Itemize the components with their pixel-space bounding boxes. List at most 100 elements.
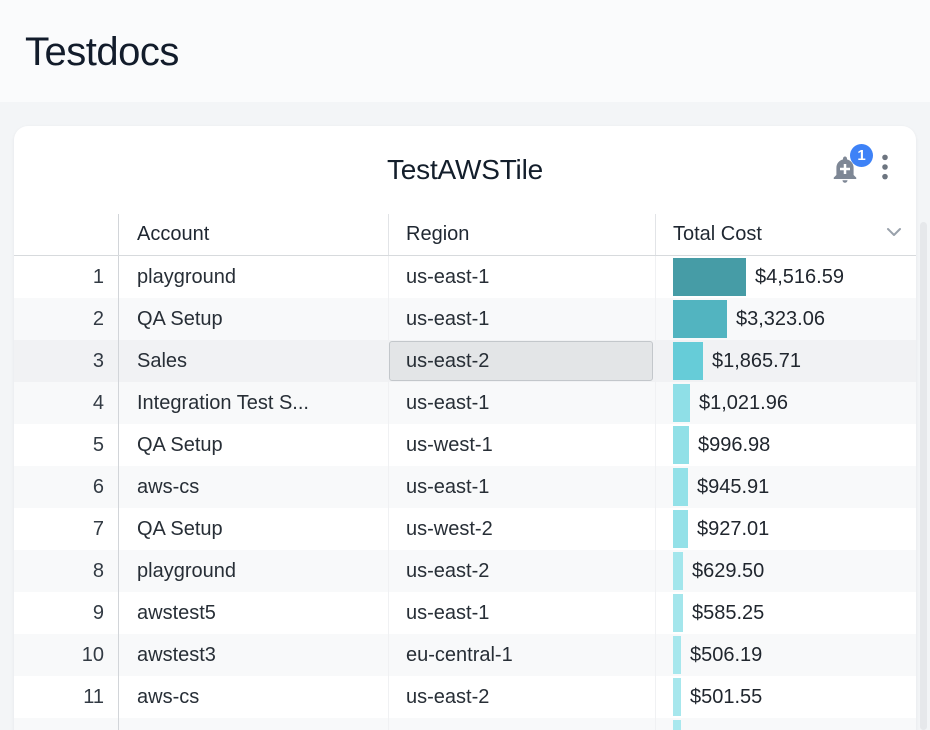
cost-value: $927.01	[697, 517, 770, 540]
region-cell-value[interactable]: us-east-2	[389, 341, 653, 381]
account-cell[interactable]: awstest5	[118, 592, 388, 634]
account-cell[interactable]: playground	[118, 256, 388, 298]
tile-title: TestAWSTile	[387, 154, 543, 185]
tile-actions: 1	[830, 144, 890, 184]
region-cell-value[interactable]: us-east-1	[406, 391, 490, 414]
cost-value: $3,323.06	[736, 307, 825, 330]
row-number: 1	[92, 265, 104, 288]
row-number: 4	[92, 391, 104, 414]
region-cell[interactable]: us-west-2	[388, 508, 655, 550]
region-cell-value[interactable]: us-west-1	[406, 433, 493, 456]
row-number: 3	[92, 349, 104, 372]
account-cell[interactable]: Integration Test S...	[118, 382, 388, 424]
table-row[interactable]: 3 Sales us-east-2 $1,865.71	[14, 340, 916, 382]
page-scrollbar[interactable]	[920, 222, 927, 730]
cost-value: $585.25	[692, 601, 765, 624]
account-cell[interactable]	[118, 718, 388, 730]
total-cost-cell[interactable]: $1,021.96	[655, 382, 916, 424]
region-cell-value[interactable]: us-east-1	[406, 475, 490, 498]
total-cost-cell[interactable]: $506.19	[655, 634, 916, 676]
account-cell[interactable]: aws-cs	[118, 676, 388, 718]
region-cell-value[interactable]: us-east-2	[406, 559, 490, 582]
region-cell[interactable]: us-east-1	[388, 256, 655, 298]
alerts-button[interactable]: 1	[830, 144, 873, 184]
column-header-account[interactable]: Account	[118, 214, 388, 255]
column-header-region[interactable]: Region	[388, 214, 655, 255]
region-cell[interactable]: us-east-2	[388, 676, 655, 718]
table-row[interactable]: 4 Integration Test S... us-east-1 $1,021…	[14, 382, 916, 424]
cost-value: $996.98	[698, 433, 771, 456]
account-cell[interactable]: QA Setup	[118, 298, 388, 340]
table-header-row: Account Region Total Cost	[14, 214, 916, 256]
table-row[interactable]	[14, 718, 916, 730]
account-cell[interactable]: QA Setup	[118, 508, 388, 550]
region-cell[interactable]: us-east-1	[388, 298, 655, 340]
cost-bar	[673, 384, 690, 422]
cost-bar	[673, 258, 746, 296]
column-header-total-cost[interactable]: Total Cost	[655, 214, 916, 255]
region-cell-value[interactable]: eu-central-1	[406, 643, 513, 666]
region-cell[interactable]: us-west-1	[388, 424, 655, 466]
table-row[interactable]: 11 aws-cs us-east-2 $501.55	[14, 676, 916, 718]
region-cell-value[interactable]: us-east-2	[406, 685, 490, 708]
cost-value: $1,021.96	[699, 391, 788, 414]
region-cell-value[interactable]: us-east-1	[406, 307, 490, 330]
cost-value: $4,516.59	[755, 265, 844, 288]
total-cost-cell[interactable]: $629.50	[655, 550, 916, 592]
bell-plus-icon	[830, 156, 860, 188]
region-cell-value[interactable]	[389, 719, 653, 730]
row-number: 11	[83, 685, 104, 708]
region-cell[interactable]	[388, 718, 655, 730]
cost-bar	[673, 300, 727, 338]
column-header-index	[14, 214, 118, 255]
total-cost-cell[interactable]: $996.98	[655, 424, 916, 466]
region-cell[interactable]: us-east-1	[388, 382, 655, 424]
total-cost-cell[interactable]: $927.01	[655, 508, 916, 550]
row-number: 2	[92, 307, 104, 330]
table-row[interactable]: 5 QA Setup us-west-1 $996.98	[14, 424, 916, 466]
cost-value: $1,865.71	[712, 349, 801, 372]
row-number	[14, 718, 118, 730]
region-cell[interactable]: us-east-2	[388, 340, 655, 382]
cost-bar	[673, 552, 683, 590]
cost-bar	[673, 342, 703, 380]
account-cell[interactable]: awstest3	[118, 634, 388, 676]
total-cost-cell[interactable]: $945.91	[655, 466, 916, 508]
tile-card: TestAWSTile 1	[14, 126, 916, 730]
account-cell[interactable]: aws-cs	[118, 466, 388, 508]
total-cost-cell[interactable]: $3,323.06	[655, 298, 916, 340]
region-cell[interactable]: us-east-1	[388, 592, 655, 634]
account-cell[interactable]: QA Setup	[118, 424, 388, 466]
table-row[interactable]: 2 QA Setup us-east-1 $3,323.06	[14, 298, 916, 340]
account-cell[interactable]: playground	[118, 550, 388, 592]
region-cell-value[interactable]: us-east-1	[406, 265, 490, 288]
row-number: 10	[81, 643, 104, 666]
total-cost-cell[interactable]	[655, 718, 916, 730]
cost-bar	[673, 720, 681, 730]
total-cost-cell[interactable]: $4,516.59	[655, 256, 916, 298]
region-cell[interactable]: us-east-1	[388, 466, 655, 508]
table-row[interactable]: 1 playground us-east-1 $4,516.59	[14, 256, 916, 298]
table-row[interactable]: 8 playground us-east-2 $629.50	[14, 550, 916, 592]
total-cost-cell[interactable]: $585.25	[655, 592, 916, 634]
total-cost-cell[interactable]: $1,865.71	[655, 340, 916, 382]
region-cell-value[interactable]: us-west-2	[406, 517, 493, 540]
cost-value: $629.50	[692, 559, 765, 582]
row-number: 6	[92, 475, 104, 498]
account-cell[interactable]: Sales	[118, 340, 388, 382]
table-row[interactable]: 7 QA Setup us-west-2 $927.01	[14, 508, 916, 550]
region-cell[interactable]: us-east-2	[388, 550, 655, 592]
more-options-button[interactable]	[880, 154, 890, 183]
kebab-vertical-icon	[880, 152, 890, 187]
region-cell[interactable]: eu-central-1	[388, 634, 655, 676]
chevron-down-icon[interactable]	[882, 220, 906, 250]
row-number: 8	[92, 559, 104, 582]
cost-bar	[673, 636, 681, 674]
column-header-total-cost-label: Total Cost	[673, 223, 762, 245]
total-cost-cell[interactable]: $501.55	[655, 676, 916, 718]
table-row[interactable]: 6 aws-cs us-east-1 $945.91	[14, 466, 916, 508]
table-row[interactable]: 9 awstest5 us-east-1 $585.25	[14, 592, 916, 634]
cost-bar	[673, 594, 683, 632]
table-row[interactable]: 10 awstest3 eu-central-1 $506.19	[14, 634, 916, 676]
region-cell-value[interactable]: us-east-1	[406, 601, 490, 624]
